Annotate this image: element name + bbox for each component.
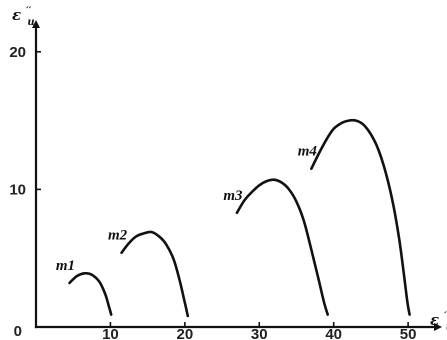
- y-tick-label: 0: [14, 323, 22, 340]
- x-ticks: 10 20 30 40 50: [102, 322, 416, 340]
- series-label-m1: m1: [56, 258, 75, 274]
- series-label-m3: m3: [223, 188, 243, 204]
- series-m4-line: [310, 118, 411, 316]
- x-tick-label: 20: [177, 326, 194, 340]
- y-tick-label: 20: [9, 44, 26, 61]
- series-m1-line: [68, 271, 113, 316]
- x-tick-label: 50: [400, 326, 417, 340]
- series-layer: [68, 118, 411, 318]
- x-tick-label: 10: [102, 326, 119, 340]
- y-ticks: 0 10 20: [9, 44, 41, 340]
- y-tick-label: 10: [9, 181, 26, 198]
- series-label-m2: m2: [108, 228, 128, 244]
- x-tick-label: 30: [251, 326, 268, 340]
- series-label-m4: m4: [298, 144, 318, 160]
- series-m3-line: [235, 178, 329, 316]
- series-m2-line: [120, 230, 190, 318]
- y-axis-title: ε ′′ u: [12, 1, 35, 28]
- series-labels: m1 m2 m3 m4: [56, 144, 318, 274]
- x-tick-label: 40: [325, 326, 342, 340]
- x-axis-title: ε ′ u: [430, 306, 447, 333]
